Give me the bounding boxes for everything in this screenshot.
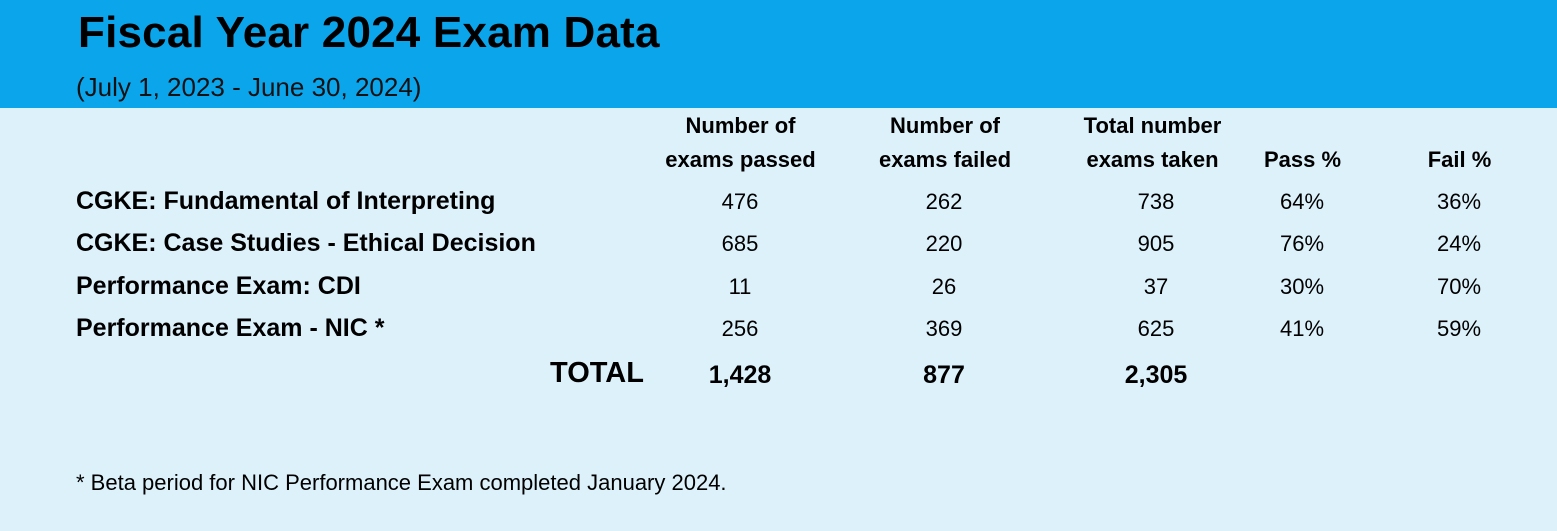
row-label: Performance Exam: CDI [76, 272, 361, 300]
total-passed: 1,428 [708, 361, 772, 389]
cell-fail-pct: 70% [1436, 274, 1482, 299]
cell-passed: 685 [721, 231, 759, 256]
column-header-line1: Total number [1083, 113, 1222, 138]
cell-fail-pct: 36% [1436, 189, 1482, 214]
date-range-subtitle: (July 1, 2023 - June 30, 2024) [76, 72, 422, 102]
column-header-passed: Number of exams passed [658, 109, 823, 177]
cell-fail-pct: 59% [1436, 316, 1482, 341]
column-header-failed: Number of exams failed [865, 109, 1025, 177]
cell-fail-pct: 24% [1436, 231, 1482, 256]
column-header-line2: Fail % [1427, 147, 1492, 172]
column-header-line2: exams failed [878, 147, 1012, 172]
footnote: * Beta period for NIC Performance Exam c… [76, 470, 727, 495]
column-header-pass-pct: Pass % [1250, 109, 1355, 177]
cell-failed: 220 [925, 231, 963, 256]
total-failed: 877 [923, 361, 965, 389]
total-taken: 2,305 [1124, 361, 1188, 389]
cell-failed: 26 [931, 274, 957, 299]
cell-total: 37 [1143, 274, 1169, 299]
cell-total: 625 [1137, 316, 1175, 341]
cell-passed: 476 [721, 189, 759, 214]
title-banner [0, 0, 1557, 108]
column-header-line2: exams passed [665, 147, 816, 172]
page-title: Fiscal Year 2024 Exam Data [78, 8, 660, 57]
cell-total: 905 [1137, 231, 1175, 256]
row-label: CGKE: Case Studies - Ethical Decision [76, 229, 536, 257]
column-header-line1: Number of [890, 113, 1000, 138]
cell-pass-pct: 76% [1279, 231, 1325, 256]
column-header-fail-pct: Fail % [1407, 109, 1512, 177]
cell-passed: 11 [728, 274, 752, 299]
cell-passed: 256 [721, 316, 759, 341]
row-label: Performance Exam - NIC * [76, 314, 385, 342]
cell-failed: 369 [925, 316, 963, 341]
cell-pass-pct: 30% [1279, 274, 1325, 299]
column-header-line1: Number of [685, 113, 796, 138]
cell-pass-pct: 41% [1279, 316, 1325, 341]
column-header-line2: exams taken [1086, 147, 1219, 172]
cell-failed: 262 [925, 189, 963, 214]
column-header-line1 [1407, 109, 1512, 143]
cell-total: 738 [1137, 189, 1175, 214]
column-header-total: Total number exams taken [1070, 109, 1235, 177]
row-label: CGKE: Fundamental of Interpreting [76, 187, 496, 215]
total-label: TOTAL [550, 357, 644, 389]
column-header-line1 [1250, 109, 1355, 143]
column-header-line2: Pass % [1263, 147, 1342, 172]
cell-pass-pct: 64% [1279, 189, 1325, 214]
